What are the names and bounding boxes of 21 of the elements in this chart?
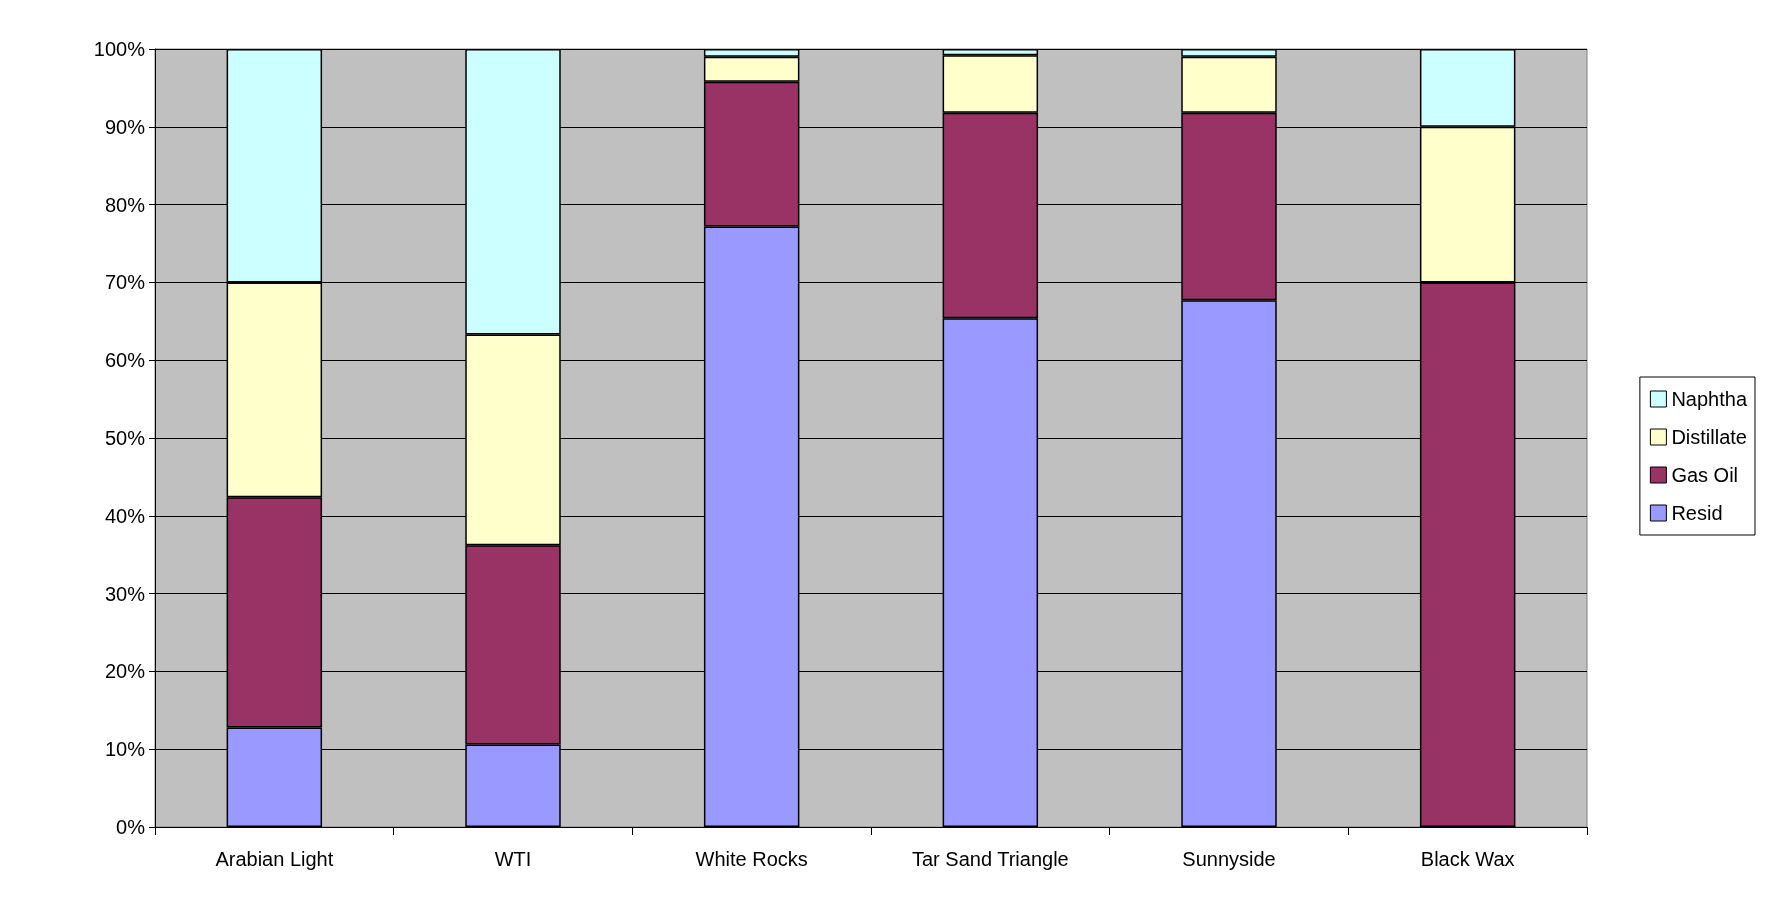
x-tick-label: White Rocks <box>695 848 808 870</box>
y-tick-label: 60% <box>104 349 146 372</box>
y-tick-label: 100% <box>93 38 146 60</box>
x-tick-label: WTI <box>494 848 532 870</box>
y-tick-label: 20% <box>104 660 146 683</box>
y-tick-label: 40% <box>104 504 146 527</box>
y-tick-label: 50% <box>104 427 146 449</box>
y-tick-label: 80% <box>104 193 146 216</box>
y-tick-label: 10% <box>104 738 146 761</box>
legend-label: Naphtha <box>1671 388 1748 410</box>
y-tick-label: 30% <box>104 582 146 605</box>
x-tick-label: Sunnyside <box>1182 848 1276 870</box>
legend-label: Gas Oil <box>1671 464 1739 486</box>
legend-label: Resid <box>1671 502 1723 524</box>
y-tick-label: 90% <box>104 115 146 138</box>
x-tick-label: Tar Sand Triangle <box>911 848 1069 870</box>
x-tick-label: Black Wax <box>1420 848 1515 870</box>
legend-label: Distillate <box>1671 426 1747 448</box>
y-tick-label: 0% <box>116 816 146 838</box>
x-tick-label: Arabian Light <box>215 848 334 870</box>
y-tick-label: 70% <box>104 271 146 294</box>
